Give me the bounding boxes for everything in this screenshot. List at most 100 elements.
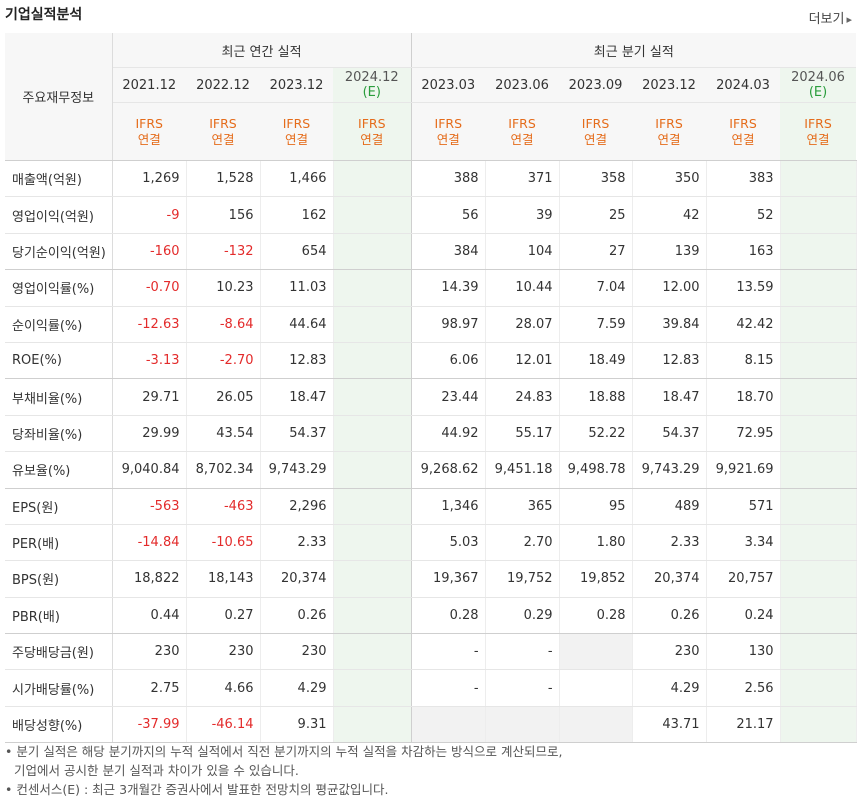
table-cell: 44.64 (260, 306, 334, 343)
ifrs-label: IFRS (209, 115, 237, 131)
table-cell: 2.33 (260, 524, 334, 562)
table-cell: 39 (485, 196, 560, 234)
table-cell (559, 633, 633, 671)
table-cell: -12.63 (112, 306, 187, 343)
table-row: 유보율(%) 9,040.84 8,702.34 9,743.29 9,268.62 9,… (5, 451, 857, 489)
period-header: 2023.12 (260, 67, 333, 103)
table-cell: 9,268.62 (411, 451, 486, 489)
consolidated-label: 연결 (806, 131, 830, 147)
table-cell (780, 669, 857, 707)
row-label: EPS(원) (5, 488, 113, 525)
ifrs-badge: IFRS 연결 (112, 102, 186, 161)
table-cell: 2,296 (260, 488, 334, 525)
period-header: 2023.09 (559, 67, 633, 103)
table-cell: 7.59 (559, 306, 633, 343)
table-cell: 19,367 (411, 560, 486, 598)
period-header: 2024.03 (706, 67, 781, 103)
table-cell: 9,040.84 (112, 451, 187, 489)
table-cell (333, 378, 412, 416)
table-cell: 139 (632, 233, 707, 271)
financial-table: 주요재무정보 최근 연간 실적 최근 분기 실적 2021.12 2022.12 2023… (5, 33, 857, 744)
table-cell: 350 (632, 160, 707, 198)
consolidated-label: 연결 (137, 131, 161, 147)
table-cell: 358 (559, 160, 633, 198)
table-row: 시가배당률(%) 2.75 4.66 4.29- -4.29 2.56 (5, 669, 857, 707)
group-annual-header: 최근 연간 실적 (112, 33, 412, 68)
table-cell: 12.83 (260, 342, 334, 380)
table-cell: 29.71 (112, 378, 187, 416)
ifrs-badge: IFRS 연결 (706, 102, 781, 161)
period-header: 2023.03 (411, 67, 486, 103)
table-cell (333, 524, 412, 562)
table-cell: 52.22 (559, 415, 633, 453)
table-cell: 9,921.69 (706, 451, 781, 489)
table-cell: 4.29 (632, 669, 707, 707)
footnote-1: • 분기 실적은 해당 분기까지의 누적 실적에서 직전 분기까지의 누적 실적… (5, 744, 563, 759)
table-cell: 54.37 (632, 415, 707, 453)
table-cell: - (411, 633, 486, 671)
table-cell: 2.56 (706, 669, 781, 707)
row-label: 매출액(억원) (5, 160, 113, 198)
row-label: PER(배) (5, 524, 113, 562)
ifrs-label: IFRS (581, 115, 610, 131)
more-link[interactable]: 더보기 ▸ (809, 8, 852, 27)
table-cell: 42.42 (706, 306, 781, 343)
table-row: 영업이익률(%) -0.70 10.23 11.03 14.39 10.44 7.04 12.… (5, 269, 857, 307)
ifrs-label: IFRS (358, 115, 386, 131)
table-cell (411, 706, 486, 744)
table-cell: 55.17 (485, 415, 560, 453)
table-cell (780, 597, 857, 635)
footnote-3: • 컨센서스(E) : 최근 3개월간 증권사에서 발표한 전망치의 평균값입니… (5, 782, 389, 797)
label-header: 주요재무정보 (5, 33, 113, 161)
table-cell (780, 233, 857, 271)
table-cell (780, 633, 857, 671)
ifrs-label: IFRS (804, 115, 832, 131)
row-label: 당좌비율(%) (5, 415, 113, 453)
consolidated-label: 연결 (657, 131, 681, 147)
table-cell: 12.01 (485, 342, 560, 380)
table-cell (780, 196, 857, 234)
table-cell: 8,702.34 (186, 451, 261, 489)
table-cell: 4.29 (260, 669, 334, 707)
table-cell: 18.47 (632, 378, 707, 416)
period-header: 2021.12 (112, 67, 186, 103)
table-cell: 162 (260, 196, 334, 234)
table-row: 영업이익(억원) -9 156 162 56 39 25 42 52 (5, 196, 857, 234)
ifrs-badge: IFRS 연결 (186, 102, 260, 161)
table-cell: 10.23 (186, 269, 261, 307)
table-cell: 20,757 (706, 560, 781, 598)
ifrs-label: IFRS (655, 115, 683, 131)
ifrs-label: IFRS (508, 115, 536, 131)
table-cell (333, 488, 412, 525)
table-cell (780, 269, 857, 307)
table-cell: 2.70 (485, 524, 560, 562)
row-label: 부채비율(%) (5, 378, 113, 416)
table-cell: 230 (260, 633, 334, 671)
table-cell: 21.17 (706, 706, 781, 744)
consolidated-label: 연결 (584, 131, 608, 147)
table-cell: -132 (186, 233, 261, 271)
table-cell: 14.39 (411, 269, 486, 307)
table-row: PBR(배) 0.44 0.27 0.26 0.28 0.29 0.28 0.26 0.24 (5, 597, 857, 635)
table-cell: 384 (411, 233, 486, 271)
table-cell (333, 560, 412, 598)
table-cell: 489 (632, 488, 707, 525)
row-label: 영업이익(억원) (5, 196, 113, 234)
table-cell: 72.95 (706, 415, 781, 453)
table-cell: 18,143 (186, 560, 261, 598)
estimate-mark: (E) (808, 85, 828, 100)
table-cell: 1.80 (559, 524, 633, 562)
table-cell: 5.03 (411, 524, 486, 562)
ifrs-label: IFRS (135, 115, 164, 131)
table-cell: -8.64 (186, 306, 261, 343)
table-cell: -2.70 (186, 342, 261, 380)
consolidated-label: 연결 (211, 131, 235, 147)
table-row: 부채비율(%) 29.71 26.05 18.47 23.44 24.83 18.88 18.… (5, 378, 857, 416)
footnote-2: 기업에서 공시한 분기 실적과 차이가 있을 수 있습니다. (14, 763, 299, 778)
section-title: 기업실적분석 (5, 7, 83, 23)
table-cell (780, 378, 857, 416)
table-cell: - (411, 669, 486, 707)
ifrs-badge: IFRS 연결 (260, 102, 333, 161)
table-cell: 19,852 (559, 560, 633, 598)
table-cell (780, 160, 857, 198)
